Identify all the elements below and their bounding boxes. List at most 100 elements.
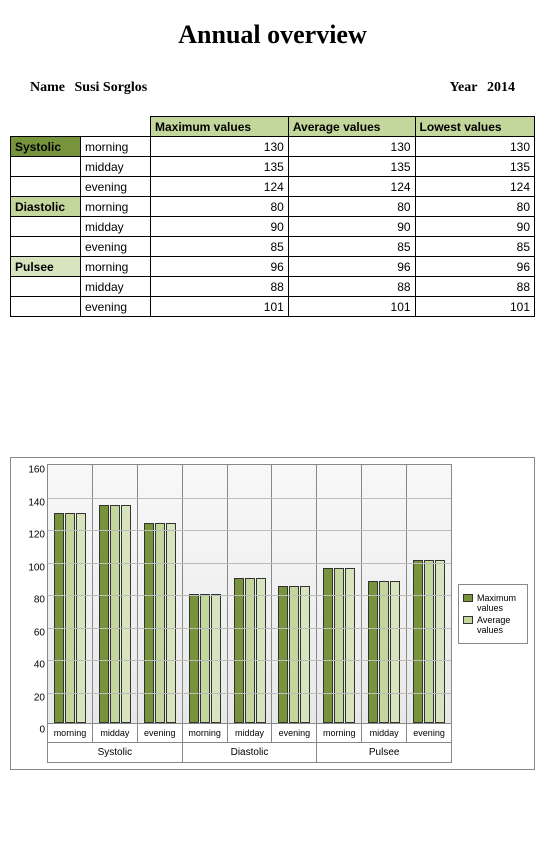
data-table: Maximum values Average values Lowest val…: [10, 116, 535, 317]
table-time-cell: morning: [81, 197, 151, 217]
legend-label-avg: Average values: [477, 615, 523, 635]
table-value-cell: 124: [415, 177, 534, 197]
bar: [334, 568, 344, 723]
y-tick: 40: [17, 660, 45, 671]
table-time-cell: evening: [81, 237, 151, 257]
table-value-cell: 88: [288, 277, 415, 297]
table-category-cell: [11, 297, 81, 317]
table-value-cell: 96: [151, 257, 289, 277]
table-category-cell: Pulsee: [11, 257, 81, 277]
y-tick: 120: [17, 530, 45, 541]
category-label: Pulsee: [317, 743, 452, 763]
year-label: Year: [450, 80, 478, 95]
table-time-cell: evening: [81, 297, 151, 317]
legend-swatch-avg: [463, 616, 473, 624]
bar-group: [138, 465, 183, 723]
table-value-cell: 135: [415, 157, 534, 177]
table-value-cell: 130: [288, 137, 415, 157]
category-label: Systolic: [47, 743, 183, 763]
table-value-cell: 85: [288, 237, 415, 257]
bar: [211, 594, 221, 723]
table-time-cell: midday: [81, 217, 151, 237]
year-value: 2014: [487, 80, 515, 95]
table-category-cell: [11, 157, 81, 177]
x-label: morning: [47, 724, 93, 743]
table-value-cell: 96: [415, 257, 534, 277]
table-time-cell: midday: [81, 157, 151, 177]
chart-legend: Maximum values Average values: [458, 584, 528, 644]
bar: [121, 505, 131, 723]
table-value-cell: 101: [288, 297, 415, 317]
bar: [278, 586, 288, 723]
table-value-cell: 90: [151, 217, 289, 237]
table-value-cell: 88: [415, 277, 534, 297]
table-value-cell: 124: [151, 177, 289, 197]
x-label: midday: [93, 724, 138, 743]
y-tick: 0: [17, 725, 45, 736]
table-value-cell: 130: [151, 137, 289, 157]
table-value-cell: 101: [415, 297, 534, 317]
table-value-cell: 85: [151, 237, 289, 257]
col-low: Lowest values: [415, 117, 534, 137]
bar: [368, 581, 378, 723]
bar-group: [407, 465, 451, 723]
bar: [435, 560, 445, 723]
bar: [300, 586, 310, 723]
legend-label-max: Maximum values: [477, 593, 523, 613]
bar: [413, 560, 423, 723]
bar: [256, 578, 266, 723]
table-value-cell: 80: [415, 197, 534, 217]
y-tick: 160: [17, 465, 45, 476]
bar: [99, 505, 109, 723]
x-label: evening: [138, 724, 183, 743]
table-time-cell: evening: [81, 177, 151, 197]
col-max: Maximum values: [151, 117, 289, 137]
bar-group: [183, 465, 228, 723]
x-label: midday: [228, 724, 273, 743]
table-value-cell: 88: [151, 277, 289, 297]
table-value-cell: 135: [151, 157, 289, 177]
table-category-cell: [11, 237, 81, 257]
name-value: Susi Sorglos: [75, 80, 148, 95]
y-tick: 60: [17, 627, 45, 638]
bar: [323, 568, 333, 723]
table-value-cell: 80: [151, 197, 289, 217]
bar: [110, 505, 120, 723]
page-title: Annual overview: [10, 20, 535, 50]
bar-group: [228, 465, 273, 723]
x-label: evening: [407, 724, 452, 743]
table-value-cell: 80: [288, 197, 415, 217]
chart: 020406080100120140160 morningmiddayeveni…: [10, 457, 535, 770]
table-time-cell: midday: [81, 277, 151, 297]
table-category-cell: Diastolic: [11, 197, 81, 217]
category-label: Diastolic: [183, 743, 318, 763]
table-time-cell: morning: [81, 257, 151, 277]
bar-group: [93, 465, 138, 723]
x-label: morning: [183, 724, 228, 743]
table-value-cell: 130: [415, 137, 534, 157]
y-tick: 80: [17, 595, 45, 606]
bar: [189, 594, 199, 723]
col-avg: Average values: [288, 117, 415, 137]
bar-group: [362, 465, 407, 723]
bar: [379, 581, 389, 723]
meta-row: Name Susi Sorglos Year 2014: [10, 80, 535, 96]
table-value-cell: 124: [288, 177, 415, 197]
bar: [424, 560, 434, 723]
table-value-cell: 101: [151, 297, 289, 317]
x-label: morning: [317, 724, 362, 743]
table-value-cell: 90: [288, 217, 415, 237]
x-label: evening: [272, 724, 317, 743]
bar: [245, 578, 255, 723]
table-value-cell: 85: [415, 237, 534, 257]
y-tick: 20: [17, 692, 45, 703]
bar-group: [48, 465, 93, 723]
legend-swatch-max: [463, 594, 473, 602]
bar: [289, 586, 299, 723]
table-category-cell: [11, 177, 81, 197]
bar: [234, 578, 244, 723]
y-tick: 100: [17, 562, 45, 573]
x-label: midday: [362, 724, 407, 743]
table-time-cell: morning: [81, 137, 151, 157]
table-value-cell: 96: [288, 257, 415, 277]
